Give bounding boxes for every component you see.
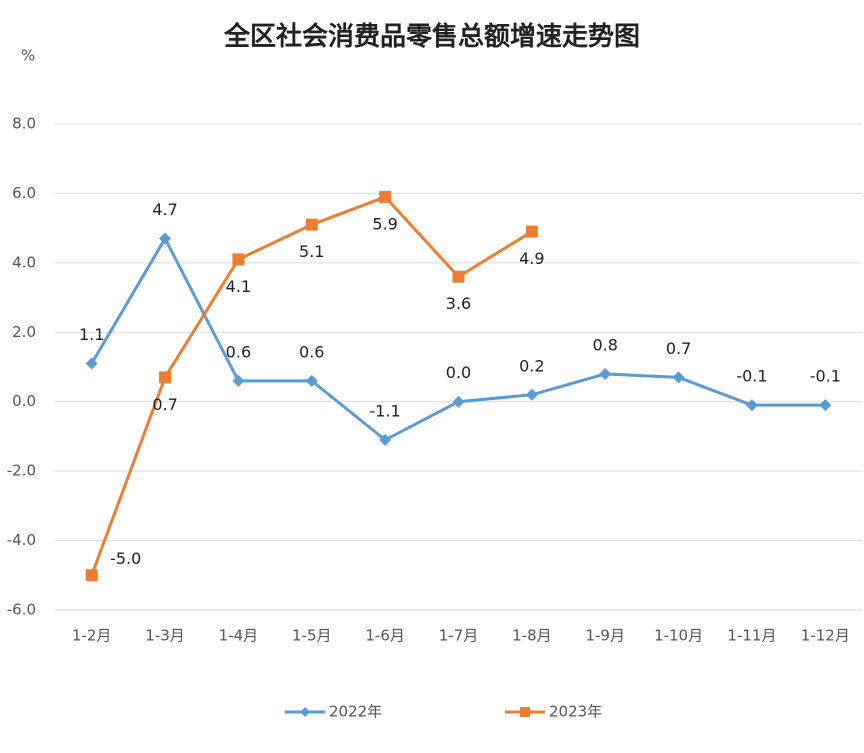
x-tick-label: 1-5月 [292,627,332,645]
series-line [90,235,826,442]
y-tick-label: -2.0 [7,462,36,480]
data-label: 4.7 [152,200,177,219]
x-tick-label: 1-3月 [145,627,185,645]
y-tick-label: -6.0 [7,601,36,619]
chart-title: 全区社会消费品零售总额增速走势图 [223,21,640,52]
y-tick-label: 0.0 [12,392,36,410]
data-point [159,232,172,245]
data-point [232,374,245,387]
y-tick-label: 4.0 [12,253,36,271]
x-tick-label: 1-2月 [72,627,112,645]
x-tick-label: 1-4月 [219,627,259,645]
x-tick-label: 1-6月 [365,627,405,645]
data-point [85,357,98,370]
data-point [525,225,538,238]
data-point [672,371,685,384]
x-tick-label: 1-11月 [727,627,776,645]
data-point [819,399,832,412]
legend-marker [300,707,310,717]
data-point [525,388,538,401]
data-label: 0.7 [666,339,691,358]
data-label: 0.0 [446,363,471,382]
data-label: 0.6 [299,342,324,361]
data-label: -0.1 [810,367,841,386]
data-point [159,371,172,384]
data-label: 4.1 [226,277,251,296]
data-label: 5.9 [372,214,397,233]
data-point [452,270,465,283]
data-label: 0.2 [519,356,544,375]
data-label: 0.8 [593,335,618,354]
data-label: 0.7 [152,395,177,414]
y-tick-label: -4.0 [7,531,36,549]
data-point [232,253,245,266]
data-point [379,433,392,446]
data-point [305,218,318,231]
data-point [85,569,98,582]
data-label: 3.6 [446,294,471,313]
x-tick-label: 1-9月 [585,627,625,645]
legend-label: 2023年 [549,703,602,721]
data-point [452,395,465,408]
y-tick-label: 2.0 [12,323,36,341]
data-label: 5.1 [299,242,324,261]
data-label: 0.6 [226,342,251,361]
data-point [305,374,318,387]
x-tick-label: 1-10月 [654,627,703,645]
x-tick-label: 1-7月 [439,627,479,645]
data-point [745,399,758,412]
data-label: 4.9 [519,249,544,268]
y-tick-label: 6.0 [12,184,36,202]
y-tick-label: 8.0 [12,115,36,133]
y-axis-label: % [21,47,35,65]
legend-label: 2022年 [329,703,382,721]
data-label: 1.1 [79,325,104,344]
x-tick-label: 1-12月 [801,627,850,645]
data-label: -1.1 [370,401,401,420]
legend-marker [520,707,530,717]
x-tick-label: 1-8月 [512,627,552,645]
data-point [379,190,392,203]
data-label: -5.0 [110,549,141,568]
data-point [599,367,612,380]
data-label: -0.1 [736,367,767,386]
